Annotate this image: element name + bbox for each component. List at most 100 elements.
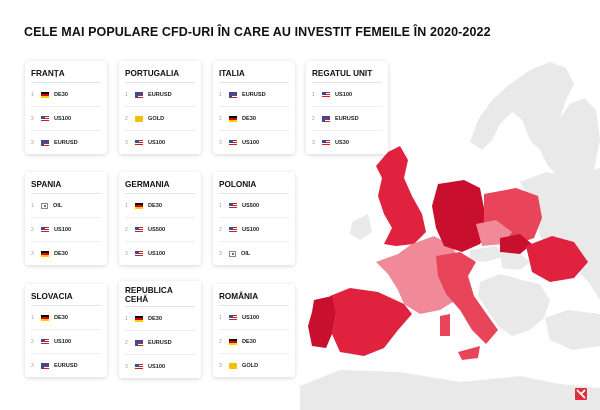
country-name: ITALIA: [219, 64, 289, 83]
rank-number: 2: [31, 115, 34, 122]
list-item: 2 US100: [219, 218, 289, 242]
us-flag-icon: [229, 202, 237, 209]
de-flag-icon: [135, 202, 143, 209]
map-land-ireland: [350, 214, 372, 240]
map-country-slovakia: [500, 234, 532, 254]
rank-number: 1: [125, 315, 128, 322]
rank-number: 1: [31, 91, 34, 98]
map-land-hungary: [500, 252, 530, 270]
list-item: 1 US500: [219, 194, 289, 218]
list-item: 2 EURUSD: [125, 331, 195, 355]
eu-us-flag-icon: [229, 91, 237, 98]
instrument-label: US100: [54, 226, 72, 233]
list-item: 3 US100: [125, 131, 195, 154]
instrument-label: DE30: [54, 314, 68, 321]
map-country-sicily: [458, 346, 480, 360]
instrument-label: EURUSD: [148, 91, 172, 98]
instrument-label: GOLD: [148, 115, 165, 122]
us-flag-icon: [322, 91, 330, 98]
country-card: PORTUGALIA 1 EURUSD 2 GOLD 3 US100: [119, 61, 201, 154]
instrument-label: US500: [148, 226, 166, 233]
rank-number: 1: [125, 91, 128, 98]
map-land-scandinavia: [470, 62, 574, 150]
rank-number: 2: [312, 115, 315, 122]
map-country-spain: [330, 288, 412, 356]
list-item: 2 GOLD: [125, 107, 195, 131]
rank-number: 2: [125, 115, 128, 122]
rank-number: 1: [31, 202, 34, 209]
list-item: 2 DE30: [219, 330, 289, 354]
rank-number: 3: [31, 250, 34, 257]
instrument-label: EURUSD: [242, 91, 266, 98]
country-card: ROMÂNIA 1 US100 2 DE30 3 GOLD: [213, 284, 295, 377]
de-flag-icon: [41, 250, 49, 257]
instrument-label: US100: [242, 226, 260, 233]
de-flag-icon: [41, 91, 49, 98]
us-flag-icon: [41, 338, 49, 345]
instrument-label: US100: [54, 115, 72, 122]
instrument-label: OIL: [53, 202, 63, 209]
de-flag-icon: [41, 314, 49, 321]
oil-icon: [41, 202, 48, 209]
rank-number: 3: [31, 362, 34, 369]
rank-number: 1: [31, 314, 34, 321]
rank-number: 2: [219, 115, 222, 122]
country-card: REPUBLICA CEHĂ 1 DE30 2 EURUSD 3 US100: [119, 281, 201, 378]
list-item: 3 US100: [125, 355, 195, 378]
country-card: REGATUL UNIT 1 US100 2 EURUSD 3 US30: [306, 61, 388, 154]
country-card: GERMANIA 1 DE30 2 US500 3 US100: [119, 172, 201, 265]
instrument-label: EURUSD: [54, 139, 78, 146]
us-flag-icon: [135, 250, 143, 257]
gold-icon: [229, 362, 237, 369]
list-item: 2 US500: [125, 218, 195, 242]
de-flag-icon: [229, 115, 237, 122]
oil-icon: [229, 250, 236, 257]
eu-us-flag-icon: [135, 91, 143, 98]
map-country-uk: [376, 146, 426, 246]
eu-us-flag-icon: [135, 339, 143, 346]
instrument-label: EURUSD: [335, 115, 359, 122]
rank-number: 1: [125, 202, 128, 209]
instrument-label: US100: [335, 91, 353, 98]
map-country-germany: [432, 180, 490, 252]
eu-us-flag-icon: [41, 362, 49, 369]
map-country-portugal: [308, 296, 336, 348]
us-flag-icon: [135, 226, 143, 233]
rank-number: 3: [31, 139, 34, 146]
us-flag-icon: [41, 226, 49, 233]
rank-number: 3: [219, 362, 222, 369]
country-name: PORTUGALIA: [125, 64, 195, 83]
eu-us-flag-icon: [41, 139, 49, 146]
rank-number: 3: [312, 139, 315, 146]
country-name: REPUBLICA CEHĂ: [125, 284, 195, 307]
rank-number: 3: [125, 363, 128, 370]
list-item: 3 DE30: [31, 242, 101, 265]
instrument-label: DE30: [148, 315, 162, 322]
list-item: 1 DE30: [125, 194, 195, 218]
rank-number: 2: [31, 226, 34, 233]
de-flag-icon: [229, 338, 237, 345]
list-item: 2 US100: [31, 107, 101, 131]
instrument-label: DE30: [242, 115, 256, 122]
map-land-balkans: [478, 274, 550, 336]
list-item: 3 GOLD: [219, 354, 289, 377]
country-card: FRANȚA 1 DE30 2 US100 3 EURUSD: [25, 61, 107, 154]
country-name: FRANȚA: [31, 64, 101, 83]
instrument-label: OIL: [241, 250, 251, 257]
rank-number: 3: [125, 250, 128, 257]
us-flag-icon: [135, 139, 143, 146]
rank-number: 1: [219, 314, 222, 321]
instrument-label: GOLD: [242, 362, 259, 369]
map-country-sardinia: [440, 314, 450, 336]
gold-icon: [135, 115, 143, 122]
instrument-label: US100: [54, 338, 72, 345]
rank-number: 3: [125, 139, 128, 146]
country-card: SLOVACIA 1 DE30 2 US100 3 EURUSD: [25, 284, 107, 377]
instrument-label: US100: [242, 314, 260, 321]
list-item: 2 US100: [31, 218, 101, 242]
list-item: 2 DE30: [219, 107, 289, 131]
instrument-label: US500: [242, 202, 260, 209]
map-country-italy: [436, 252, 498, 344]
rank-number: 2: [31, 338, 34, 345]
